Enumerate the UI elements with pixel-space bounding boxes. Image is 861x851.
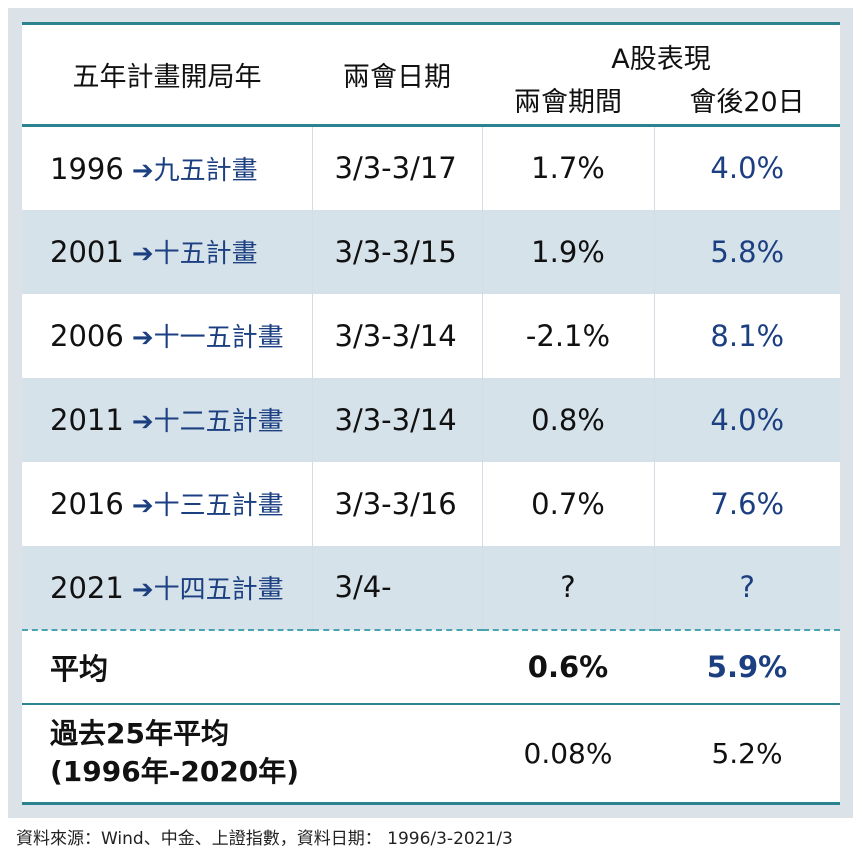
plan-name: 十三五計畫	[153, 491, 284, 521]
after-cell: 5.8%	[654, 209, 841, 294]
plan-year-cell: 2006 ➔十一五計畫	[22, 293, 313, 378]
arrow-right-icon: ➔	[131, 155, 154, 186]
source-note: 資料來源：Wind、中金、上證指數，資料日期： 1996/3-2021/3	[16, 829, 513, 849]
header-plan-year: 五年計畫開局年	[22, 22, 312, 127]
table-row: 2006 ➔十一五計畫 3/3-3/14 -2.1% 8.1%	[22, 293, 841, 378]
during-cell: -2.1%	[482, 293, 655, 378]
header-during: 兩會期間	[482, 75, 654, 127]
after-cell: ?	[654, 545, 841, 630]
table-row: 2021 ➔十四五計畫 3/4-??	[22, 545, 841, 630]
after-cell: 4.0%	[654, 377, 841, 462]
dates-cell: 3/3-3/17	[312, 125, 483, 210]
plan-name: 九五計畫	[153, 155, 258, 186]
table-row: 2001 ➔十五計畫 3/3-3/15 1.9% 5.8%	[22, 209, 841, 294]
arrow-right-icon: ➔	[131, 239, 154, 269]
average-label: 平均	[22, 628, 312, 705]
average-dates-empty	[312, 628, 482, 705]
header-after: 會後20日	[654, 75, 841, 127]
during-cell: 0.7%	[482, 461, 655, 546]
table-row: 1996 ➔九五計畫 3/3-3/17 1.7% 4.0%	[22, 125, 841, 210]
plan-year-cell: 2016 ➔十三五計畫	[22, 461, 313, 546]
dates-cell: 3/3-3/16	[312, 461, 483, 546]
year-value: 2006	[50, 319, 124, 353]
arrow-right-icon: ➔	[131, 574, 154, 605]
plan-year-cell: 2021 ➔十四五計畫	[22, 545, 313, 630]
plan-year-cell: 2011 ➔十二五計畫	[22, 377, 313, 462]
year-value: 1996	[50, 151, 124, 186]
header-a-share-group: A股表現	[482, 22, 841, 76]
dates-cell: 3/4-	[312, 545, 483, 630]
during-cell: 1.7%	[482, 125, 655, 210]
plan-year-cell: 1996 ➔九五計畫	[22, 125, 313, 210]
plan-name: 十四五計畫	[153, 574, 284, 605]
average-after: 5.9%	[654, 628, 841, 705]
year-value: 2001	[50, 235, 124, 269]
during-cell: ?	[482, 545, 655, 630]
plan-year-cell: 2001 ➔十五計畫	[22, 209, 313, 294]
performance-table: 五年計畫開局年 兩會日期 A股表現 兩會期間 會後20日 1996 ➔九五計畫 3/…	[22, 22, 841, 805]
table-row: 2016 ➔十三五計畫 3/3-3/16 0.7% 7.6%	[22, 461, 841, 546]
after-cell: 4.0%	[654, 125, 841, 210]
history-label-line1: 過去25年平均	[50, 717, 229, 751]
header-dates: 兩會日期	[312, 22, 482, 127]
history-label: 過去25年平均 (1996年-2020年)	[22, 703, 312, 805]
table-row: 2011 ➔十二五計畫 3/3-3/14 0.8% 4.0%	[22, 377, 841, 462]
table-panel: 五年計畫開局年 兩會日期 A股表現 兩會期間 會後20日 1996 ➔九五計畫 3/…	[8, 8, 853, 818]
dates-cell: 3/3-3/15	[312, 209, 483, 294]
during-cell: 1.9%	[482, 209, 655, 294]
plan-name: 十一五計畫	[153, 323, 284, 353]
dates-cell: 3/3-3/14	[312, 293, 483, 378]
after-cell: 7.6%	[654, 461, 841, 546]
year-value: 2016	[50, 487, 124, 521]
history-dates-empty	[312, 703, 482, 805]
arrow-right-icon: ➔	[131, 323, 154, 353]
year-value: 2021	[50, 570, 124, 605]
plan-name: 十五計畫	[153, 239, 258, 269]
plan-name: 十二五計畫	[153, 407, 284, 437]
during-cell: 0.8%	[482, 377, 655, 462]
dates-cell: 3/3-3/14	[312, 377, 483, 462]
average-during: 0.6%	[482, 628, 654, 705]
history-after: 5.2%	[654, 703, 841, 805]
history-label-line2: (1996年-2020年)	[50, 755, 300, 789]
arrow-right-icon: ➔	[131, 407, 154, 437]
year-value: 2011	[50, 403, 124, 437]
after-cell: 8.1%	[654, 293, 841, 378]
arrow-right-icon: ➔	[131, 491, 154, 521]
history-during: 0.08%	[482, 703, 654, 805]
